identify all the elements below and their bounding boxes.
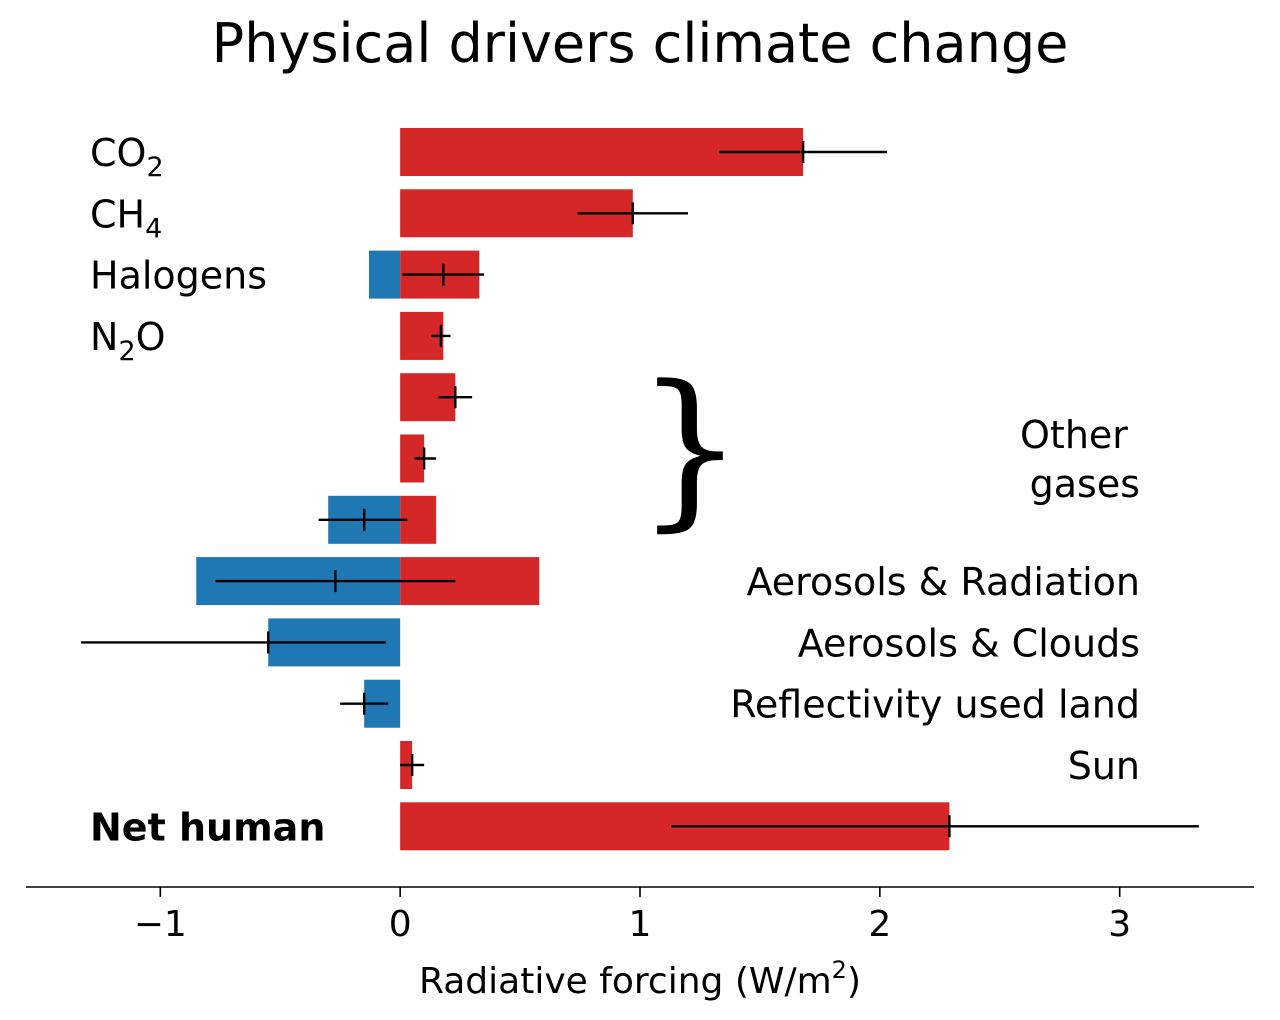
brace-layer: }	[636, 350, 744, 548]
group-label-5: Sun	[1068, 744, 1140, 788]
group-labels-layer: Other gases Aerosols & Radiation Aerosols …	[730, 413, 1140, 788]
group-label-1: gases	[1030, 462, 1140, 506]
row-labels-layer: CO2 CH4 Halogens N2O Net human	[90, 131, 325, 849]
bar-positive-5	[400, 434, 425, 483]
errorbars-layer	[81, 141, 1199, 838]
bar-negative-2	[368, 250, 401, 299]
chart-title: Physical drivers climate change	[212, 12, 1069, 75]
group-label-0: Other	[1020, 413, 1140, 457]
x-tick-label-4: 3	[1108, 904, 1131, 945]
row-label-11: Net human	[90, 805, 325, 849]
x-axis-ticks: −1 0 1 2 3	[134, 887, 1131, 945]
x-tick-label-3: 2	[868, 904, 891, 945]
x-axis-label: Radiative forcing (W/m2)	[419, 956, 861, 1002]
x-tick-label-0: −1	[134, 904, 187, 945]
row-label-1: CH4	[90, 192, 162, 244]
group-label-2: Aerosols & Radiation	[746, 560, 1140, 604]
row-label-0: CO2	[90, 131, 164, 183]
x-tick-label-1: 0	[389, 904, 412, 945]
row-label-2: Halogens	[90, 254, 267, 298]
row-label-3: N2O	[90, 315, 166, 367]
bars-layer	[196, 128, 950, 851]
group-label-4: Reflectivity used land	[730, 683, 1140, 727]
other-gases-brace: }	[636, 350, 744, 548]
x-tick-label-2: 1	[629, 904, 652, 945]
group-label-3: Aerosols & Clouds	[798, 621, 1140, 665]
